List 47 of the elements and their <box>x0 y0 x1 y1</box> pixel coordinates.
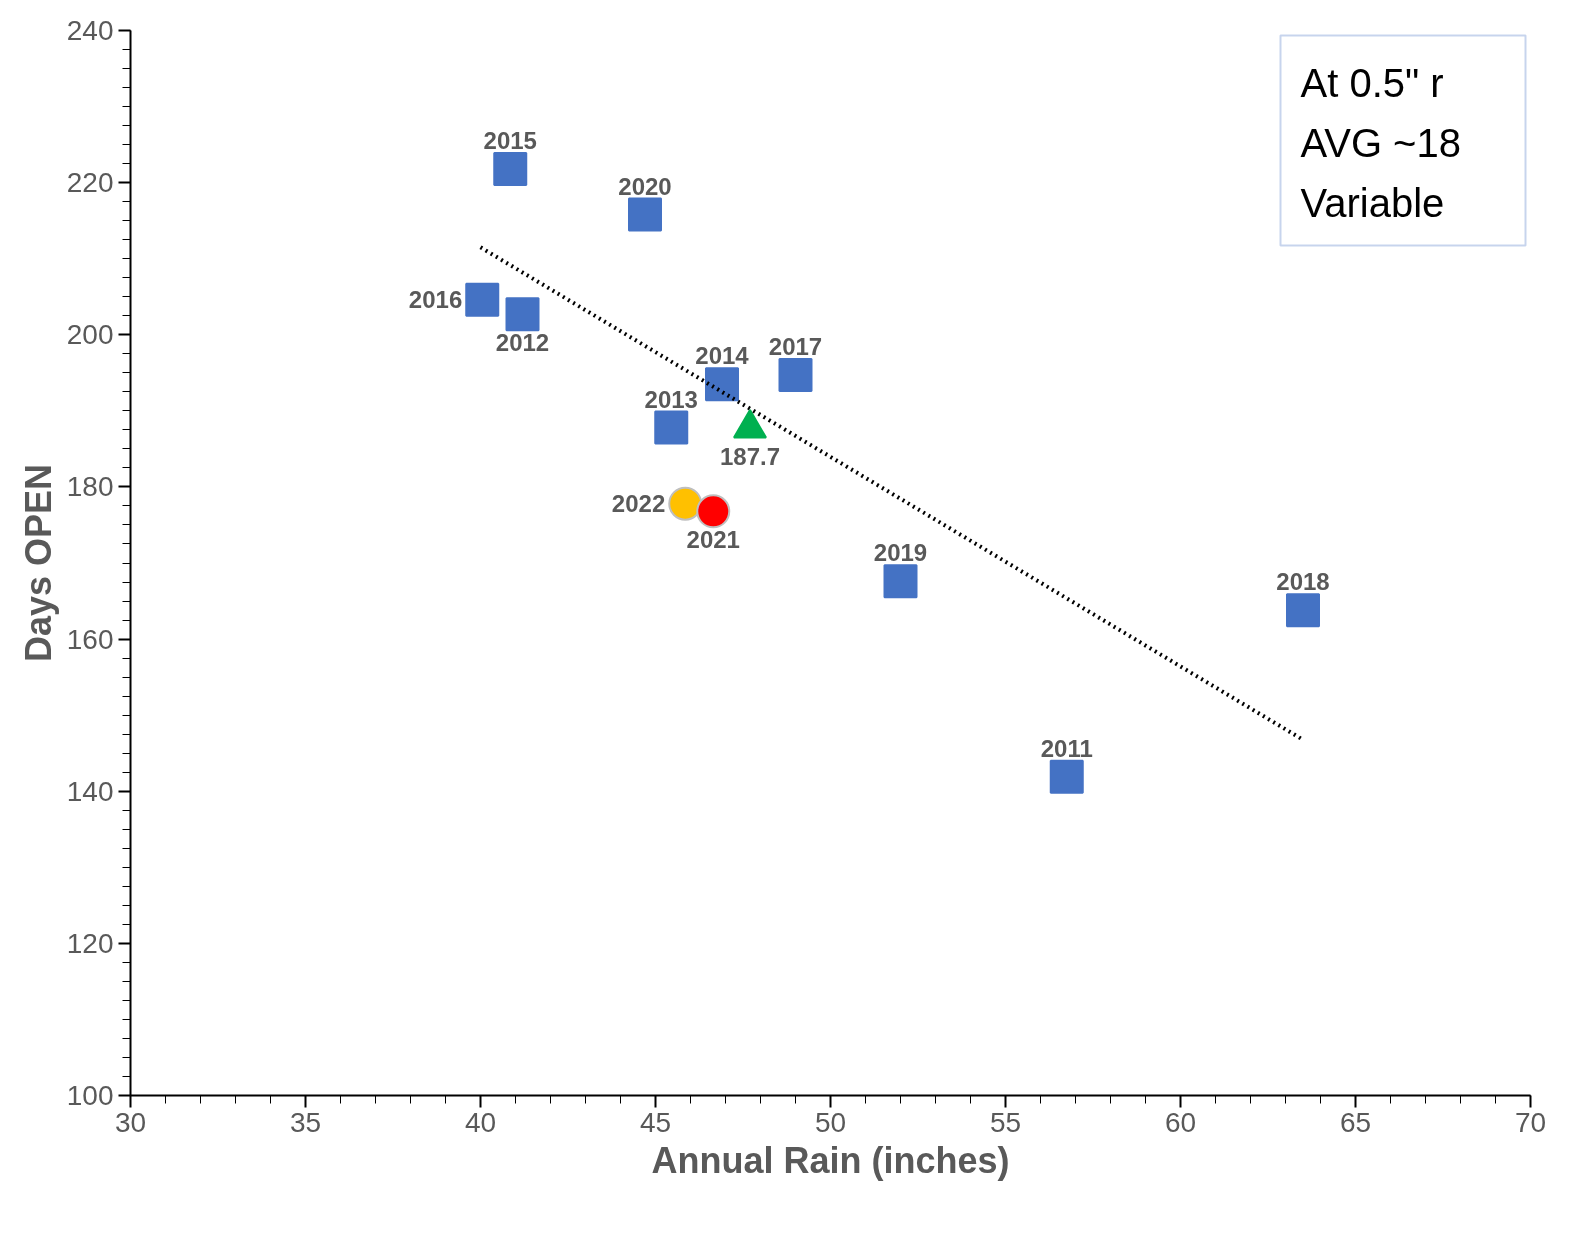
point <box>505 297 540 332</box>
point <box>1286 593 1320 628</box>
annotation: Variable <box>1300 180 1445 225</box>
annotation: At 0.5" r <box>1300 60 1444 105</box>
y-axis-title: Days OPEN <box>17 463 59 663</box>
point <box>705 367 739 402</box>
y-tick-label: 200 <box>66 319 114 351</box>
annotation: 2016 <box>408 286 463 314</box>
x-tick-label: 50 <box>814 1106 847 1138</box>
x-axis-title: Annual Rain (inches) <box>651 1139 1010 1181</box>
annotation: 2011 <box>1040 734 1093 762</box>
annotation: 2020 <box>618 172 672 200</box>
data-label: 187.7 <box>719 443 781 471</box>
x-tick-label: 70 <box>1514 1106 1547 1138</box>
point <box>493 151 528 186</box>
y-tick-label: 140 <box>66 775 114 807</box>
y-tick-label: 160 <box>66 623 114 655</box>
x-tick-label: 40 <box>464 1106 497 1138</box>
point <box>465 282 500 317</box>
y-tick-label: 240 <box>66 15 114 46</box>
point <box>668 486 703 521</box>
point <box>778 358 813 393</box>
x-tick-label: 65 <box>1339 1106 1372 1138</box>
annotation: 2017 <box>768 333 823 361</box>
annotation: 2019 <box>873 539 928 567</box>
point <box>883 564 918 599</box>
y-tick-label: 100 <box>66 1080 114 1111</box>
x-tick-label: 30 <box>114 1106 147 1138</box>
annotation: 2014 <box>695 342 750 370</box>
x-tick-label: 35 <box>289 1106 322 1138</box>
y-tick-label: 120 <box>66 927 114 959</box>
annotation: 2015 <box>483 126 537 154</box>
point <box>654 410 689 445</box>
point <box>628 197 662 232</box>
annotation: 2013 <box>644 385 698 413</box>
annotation: 2022 <box>611 490 666 518</box>
point <box>1049 759 1084 794</box>
x-tick-label: 55 <box>989 1106 1022 1138</box>
annotation: 2012 <box>495 329 550 357</box>
y-tick-label: 180 <box>66 471 114 503</box>
annotation: 2021 <box>686 526 740 554</box>
annotation: 2018 <box>1276 568 1330 596</box>
point <box>696 494 731 529</box>
annotation: AVG ~18 <box>1300 120 1461 165</box>
x-tick-label: 60 <box>1164 1106 1197 1138</box>
x-tick-label: 45 <box>639 1106 672 1138</box>
y-tick-label: 220 <box>66 167 114 199</box>
